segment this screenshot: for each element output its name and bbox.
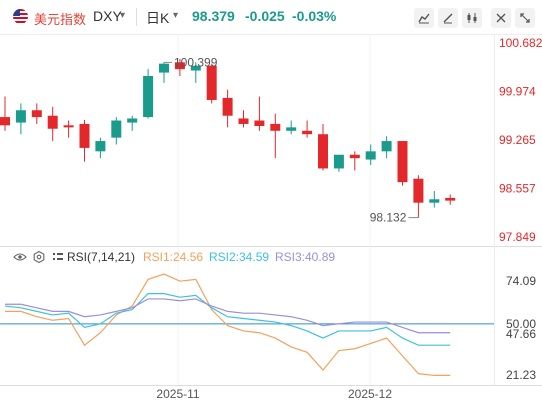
rsi3-value: RSI3:40.89 xyxy=(275,250,336,264)
price-axis-tick: 99.265 xyxy=(499,133,536,147)
rsi-axis-tick: 74.09 xyxy=(506,274,536,288)
chart-type-icon[interactable] xyxy=(414,8,434,28)
candle-up xyxy=(365,151,376,160)
symbol-dropdown-icon[interactable]: ▾ xyxy=(120,10,126,21)
candle-down xyxy=(63,125,74,128)
price-axis-tick: 99.974 xyxy=(499,84,536,98)
candle-down xyxy=(79,123,90,148)
eye-icon[interactable] xyxy=(13,251,27,266)
candle-down xyxy=(254,120,265,126)
instrument-symbol[interactable]: DXY xyxy=(93,8,122,24)
candle-down xyxy=(174,62,185,70)
rsi-axis-tick: 21.23 xyxy=(506,368,536,382)
compare-icon[interactable] xyxy=(491,8,511,28)
candle-down xyxy=(222,97,233,116)
last-price: 98.379 xyxy=(192,8,235,24)
candle-down xyxy=(270,123,281,131)
price-axis-tick: 98.557 xyxy=(499,182,536,196)
candle-up xyxy=(127,118,138,123)
candle-up xyxy=(429,199,440,203)
candle-down xyxy=(349,154,360,159)
indicators-icon[interactable] xyxy=(462,8,482,28)
period-dropdown-icon[interactable]: ▾ xyxy=(173,10,179,21)
price-change: -0.025 xyxy=(245,8,285,24)
price-axis-tick: 100.682 xyxy=(499,36,542,50)
candle-up xyxy=(95,141,106,152)
chart-grid xyxy=(0,34,542,386)
low-label: 98.132 xyxy=(370,211,407,225)
candle-up xyxy=(15,110,26,123)
candle-down xyxy=(318,134,328,169)
drawing-tools-icon[interactable] xyxy=(438,8,458,28)
header-divider xyxy=(136,8,137,26)
rsi-series xyxy=(0,273,494,377)
candle-up xyxy=(333,154,344,169)
candle-up xyxy=(381,141,392,152)
rsi2-value: RSI2:34.59 xyxy=(209,250,270,264)
indicator-list-icon[interactable] xyxy=(52,251,64,266)
rsi-line-rsi3 xyxy=(5,298,451,334)
settings-icon[interactable] xyxy=(33,250,45,266)
date-axis-tick: 2025-11 xyxy=(156,387,199,401)
high-label: 100.399 xyxy=(174,55,218,69)
candlestick-series xyxy=(0,58,456,218)
rsi-line-rsi1 xyxy=(5,273,451,377)
rsi1-value: RSI1:24.56 xyxy=(143,250,204,264)
candle-down xyxy=(0,117,10,126)
rsi-axis-tick: 47.66 xyxy=(506,327,536,341)
candle-up xyxy=(159,63,169,73)
candle-down xyxy=(413,178,424,203)
rsi-title: RSI(7,14,21) xyxy=(67,250,136,264)
candle-down xyxy=(47,115,58,129)
candle-down xyxy=(397,141,408,183)
candle-down xyxy=(238,118,249,124)
period-selector[interactable]: 日K xyxy=(146,10,170,26)
chart-axes: 100.399 98.132 100.682 99.974 99.265 98.557 97… xyxy=(156,36,542,401)
candle-up xyxy=(286,127,297,131)
candle-down xyxy=(31,110,42,118)
price-axis-tick: 97.849 xyxy=(499,230,536,244)
candle-up xyxy=(111,120,122,138)
candle-up xyxy=(190,65,201,71)
rsi-line-rsi2 xyxy=(4,293,451,346)
us-flag-icon xyxy=(13,9,28,24)
date-axis-tick: 2025-12 xyxy=(348,387,392,401)
chart-header: 美元指数 DXY ▾ 日K ▾ 98.379 -0.025 -0.03% xyxy=(0,0,542,34)
instrument-name: 美元指数 xyxy=(34,12,87,27)
price-change-percent: -0.03% xyxy=(292,8,337,24)
candle-down xyxy=(302,130,313,135)
candle-up xyxy=(143,76,154,118)
rsi-axis-tick: 50.00 xyxy=(506,317,536,331)
candle-down xyxy=(206,65,217,100)
fullscreen-icon[interactable] xyxy=(515,8,535,28)
candle-down xyxy=(445,197,456,201)
